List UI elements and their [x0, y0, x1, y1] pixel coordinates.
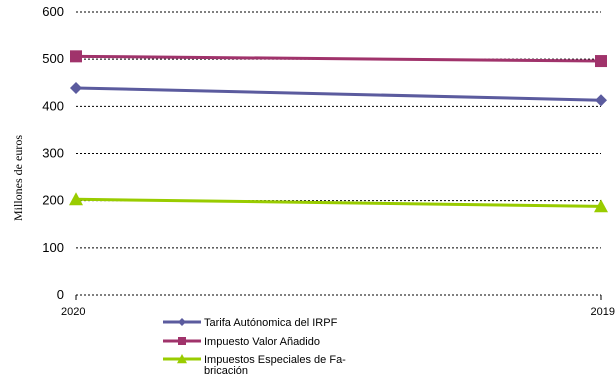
legend-marker	[178, 337, 186, 345]
series-line	[75, 197, 602, 208]
data-point	[594, 199, 608, 213]
y-tick-label: 300	[42, 146, 64, 161]
legend-label: bricación	[204, 365, 248, 377]
data-point	[595, 94, 607, 107]
x-tick-labels: 2020 2019	[61, 306, 615, 318]
legend-item: Impuestos Especiales de Fa-bricación	[163, 354, 346, 377]
grid-lines	[76, 11, 601, 249]
series-3	[69, 192, 608, 213]
series-line	[75, 86, 602, 102]
data-point	[70, 81, 82, 94]
x-tick-label: 2019	[591, 306, 615, 318]
y-tick-label: 0	[57, 287, 64, 302]
axes	[75, 294, 602, 300]
legend-item: Impuesto Valor Añadido	[163, 336, 320, 348]
series	[69, 50, 608, 213]
data-point	[69, 192, 83, 206]
y-tick-label: 600	[42, 4, 64, 19]
series-2	[70, 50, 607, 68]
legend-marker	[178, 318, 186, 326]
y-tick-labels: 0 100 200 300 400 500 600	[42, 4, 64, 302]
legend-item: Tarifa Autónomica del IRPF	[163, 317, 338, 329]
x-tick-label: 2020	[61, 306, 85, 318]
y-tick-label: 400	[42, 98, 64, 113]
series-line	[75, 54, 602, 63]
y-tick-label: 500	[42, 51, 64, 66]
legend-label: Impuestos Especiales de Fa-	[204, 354, 346, 366]
y-axis-label: Millones de euros	[11, 135, 25, 221]
legend-marker	[177, 354, 187, 364]
series-1	[70, 81, 607, 107]
data-point	[70, 50, 82, 63]
legend-label: Tarifa Autónomica del IRPF	[204, 317, 338, 329]
legend: Tarifa Autónomica del IRPF Impuesto Valor…	[163, 317, 346, 377]
legend-label: Impuesto Valor Añadido	[204, 336, 320, 348]
y-tick-label: 200	[42, 193, 64, 208]
y-tick-label: 100	[42, 240, 64, 255]
data-point	[595, 55, 607, 68]
